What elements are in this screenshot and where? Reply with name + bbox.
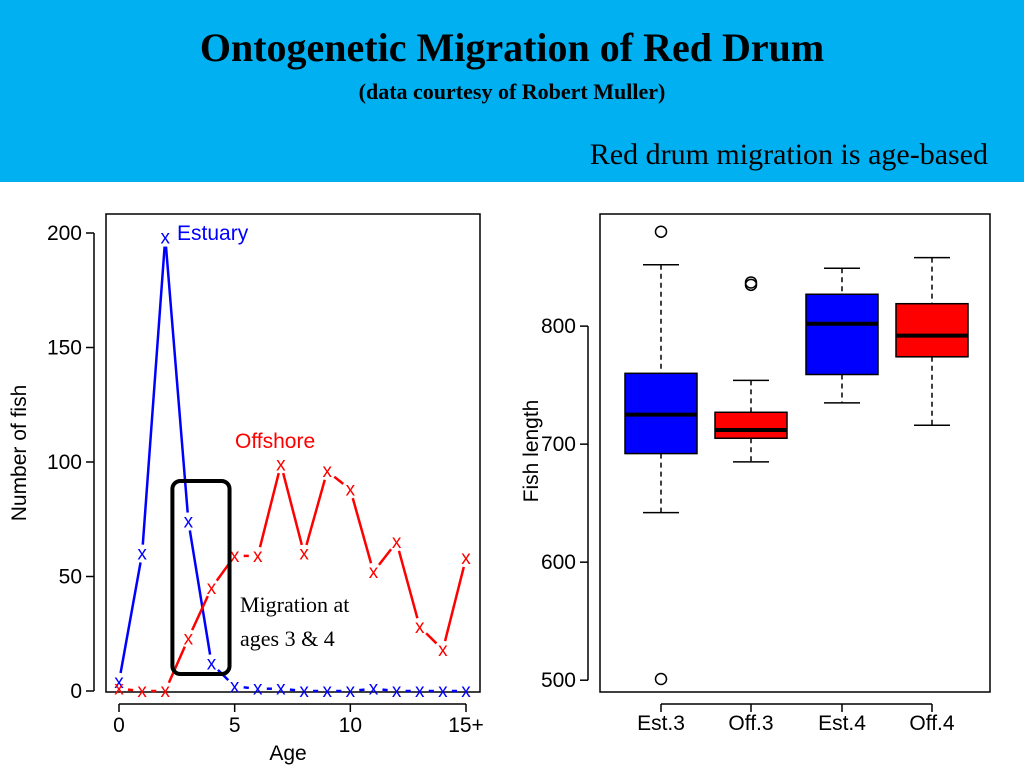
x-tick-label: Off.3	[728, 712, 773, 735]
series-segment	[378, 548, 393, 566]
series-segment	[281, 472, 304, 546]
series-segment	[141, 246, 166, 545]
outlier-point	[654, 672, 668, 686]
page-title: Ontogenetic Migration of Red Drum	[199, 25, 825, 70]
annotation-line-2: ages 3 & 4	[240, 626, 335, 651]
data-point-marker: x	[253, 679, 263, 700]
series-segment	[359, 688, 365, 692]
data-point-marker: x	[415, 681, 425, 702]
y-axis-label: Number of fish	[8, 385, 31, 522]
y-tick-label: 500	[541, 669, 576, 692]
data-point-marker: x	[253, 546, 263, 567]
iqr-box	[895, 302, 969, 358]
legend-offshore: Offshore	[235, 430, 315, 453]
y-axis-label: Fish length	[520, 400, 543, 503]
data-point-marker: x	[114, 679, 124, 700]
y-tick-label: 800	[541, 315, 576, 338]
data-point-marker: x	[461, 681, 471, 702]
series-segment	[382, 688, 388, 692]
legend-estuary: Estuary	[177, 222, 249, 245]
series-segment	[127, 688, 134, 692]
x-axis-label: Age	[269, 742, 306, 765]
series-segment	[443, 566, 466, 642]
series-segment	[305, 479, 326, 546]
series-segment	[243, 686, 249, 690]
x-tick-label: 0	[113, 714, 125, 737]
series-segment	[188, 530, 212, 655]
annotation-line-1: Migration at	[240, 592, 349, 617]
data-point-marker: x	[322, 681, 332, 702]
migration-highlight-box	[170, 479, 232, 676]
outlier-point	[654, 225, 668, 238]
x-tick-label: 5	[229, 714, 241, 737]
data-point-marker: x	[346, 681, 356, 702]
x-tick-label: Est.4	[818, 712, 866, 735]
boxplot-frame	[599, 213, 991, 693]
data-point-marker: x	[392, 681, 402, 702]
data-point-marker: x	[230, 676, 240, 697]
data-point-marker: x	[137, 681, 147, 702]
series-segment	[289, 688, 296, 692]
iqr-box	[805, 293, 879, 376]
series-segment	[351, 497, 373, 564]
data-point-marker: x	[369, 562, 379, 583]
page-subtitle: (data courtesy of Robert Muller)	[358, 79, 666, 104]
data-point-marker: x	[346, 479, 356, 500]
data-point-marker: x	[299, 544, 309, 565]
outlier-point	[744, 278, 758, 292]
box-off-3	[714, 276, 788, 463]
data-point-marker: x	[369, 679, 379, 700]
y-tick-label: 0	[70, 680, 82, 703]
series-segment	[167, 646, 186, 684]
data-point-marker: x	[207, 578, 217, 599]
iqr-box	[714, 411, 788, 439]
data-point-marker: x	[230, 546, 240, 567]
data-point-marker: x	[207, 654, 217, 675]
data-point-marker: x	[392, 532, 402, 553]
data-point-marker: x	[438, 640, 448, 661]
plot-frame	[105, 213, 481, 693]
header-banner: Ontogenetic Migration of Red Drum (data …	[0, 0, 1024, 182]
series-segment	[258, 472, 280, 548]
data-point-marker: x	[184, 512, 194, 533]
series-segment	[164, 246, 189, 513]
y-tick-label: 200	[47, 222, 82, 245]
series-segment	[397, 550, 419, 619]
data-point-marker: x	[184, 628, 194, 649]
y-tick-label: 100	[47, 451, 82, 474]
series-segment	[425, 632, 438, 645]
x-tick-label: Est.3	[637, 712, 685, 735]
data-point-marker: x	[415, 617, 425, 638]
data-point-marker: x	[322, 461, 332, 482]
series-segment	[119, 562, 142, 674]
data-point-marker: x	[438, 681, 448, 702]
y-tick-label: 600	[541, 551, 576, 574]
data-point-marker: x	[276, 454, 286, 475]
tagline: Red drum migration is age-based	[589, 138, 988, 171]
data-point-marker: x	[276, 679, 286, 700]
box-est-4	[805, 267, 879, 404]
y-tick-label: 700	[541, 433, 576, 456]
data-point-marker: x	[299, 681, 309, 702]
series-segment	[191, 595, 209, 631]
x-tick-label: 15+	[448, 714, 484, 737]
data-point-marker: x	[114, 672, 124, 693]
series-segment	[215, 562, 231, 582]
data-point-marker: x	[137, 544, 147, 565]
x-tick-label: Off.4	[909, 712, 954, 735]
x-tick-label: 10	[339, 714, 362, 737]
box-est-3	[624, 225, 698, 686]
box-off-4	[895, 256, 969, 427]
y-tick-label: 50	[59, 566, 82, 589]
series-segment	[333, 475, 345, 485]
data-point-marker: x	[161, 681, 171, 702]
data-point-marker: x	[461, 548, 471, 569]
y-tick-label: 150	[47, 337, 82, 360]
data-point-marker: x	[161, 228, 171, 249]
